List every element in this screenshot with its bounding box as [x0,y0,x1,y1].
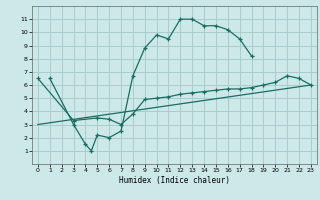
X-axis label: Humidex (Indice chaleur): Humidex (Indice chaleur) [119,176,230,185]
